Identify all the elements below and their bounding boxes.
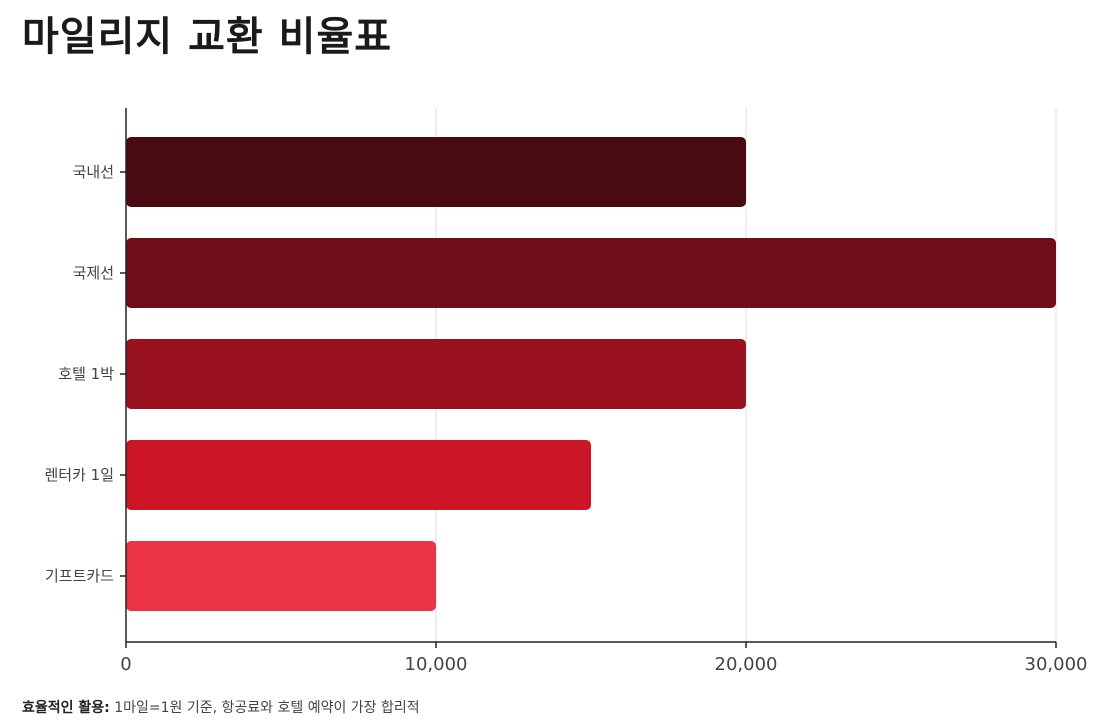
category-label-0: 국내선	[73, 163, 114, 181]
category-label-3: 렌터카 1일	[44, 466, 114, 484]
category-label-2: 호텔 1박	[58, 365, 114, 383]
x-tick-label-0: 0	[120, 654, 131, 675]
bar-2	[126, 339, 746, 409]
category-label-1: 국제선	[73, 264, 114, 282]
bar-4	[126, 541, 436, 611]
x-tick-label-2: 20,000	[715, 654, 778, 675]
bar-3	[126, 440, 591, 510]
bar-0	[126, 137, 746, 207]
footnote-text: 1마일=1원 기준, 항공료와 호텔 예약이 가장 합리적	[109, 700, 420, 716]
x-tick-label-1: 10,000	[405, 654, 468, 675]
bar-1	[126, 238, 1056, 308]
category-label-4: 기프트카드	[45, 567, 114, 585]
page-title: 마일리지 교환 비율표	[22, 14, 393, 60]
footnote-label: 효율적인 활용:	[22, 700, 110, 716]
x-tick-label-3: 30,000	[1025, 654, 1088, 675]
footnote: 효율적인 활용: 1마일=1원 기준, 항공료와 호텔 예약이 가장 합리적	[22, 697, 420, 717]
